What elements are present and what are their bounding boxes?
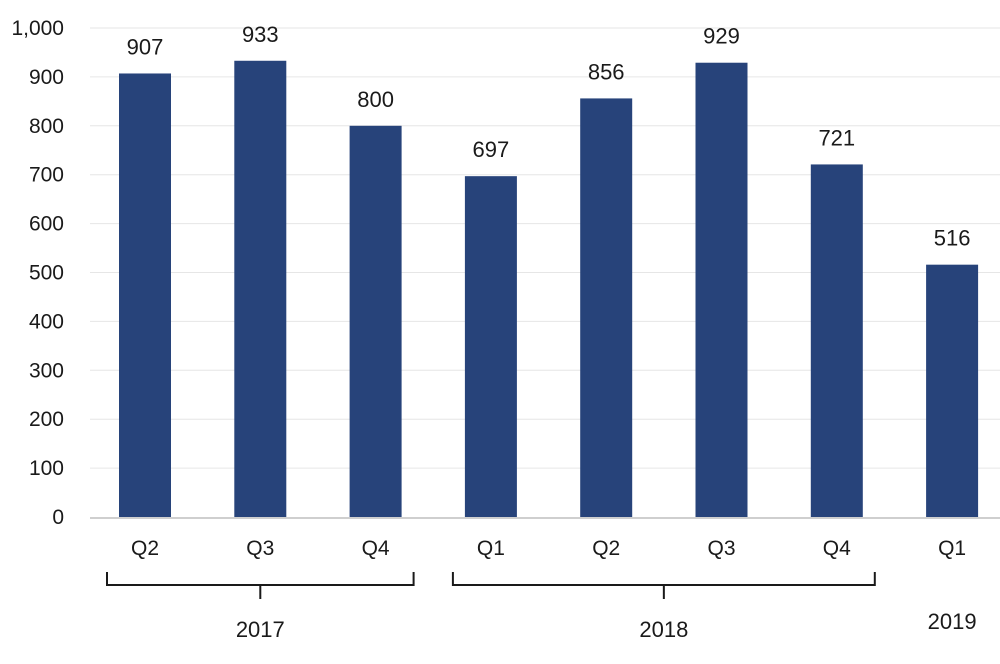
value-label: 697 xyxy=(473,137,510,162)
value-label: 516 xyxy=(934,226,971,251)
bar xyxy=(119,73,171,518)
y-tick-label: 0 xyxy=(52,506,64,529)
y-tick-label: 300 xyxy=(29,359,64,382)
x-tick-label: Q2 xyxy=(592,537,620,560)
bar xyxy=(464,176,517,518)
group-bracket xyxy=(451,572,876,599)
x-tick-label: Q4 xyxy=(823,537,851,560)
bar xyxy=(349,125,402,518)
group-brackets: 2017 2018 2019 xyxy=(106,572,977,642)
value-label: 721 xyxy=(818,125,855,150)
x-tick-label: Q3 xyxy=(246,537,274,560)
bar xyxy=(580,98,633,517)
group-label: 2017 xyxy=(236,617,285,642)
x-tick-label: Q4 xyxy=(362,537,390,560)
x-tick-label: Q1 xyxy=(477,537,505,560)
group-bracket xyxy=(106,572,415,599)
y-tick-label: 800 xyxy=(29,115,64,138)
bars xyxy=(119,60,979,518)
y-tick-label: 200 xyxy=(29,408,64,431)
value-label: 856 xyxy=(588,59,625,84)
bar xyxy=(810,164,863,517)
x-tick-label: Q2 xyxy=(131,537,159,560)
bar xyxy=(926,264,979,517)
bar xyxy=(695,62,748,518)
group-label: 2019 xyxy=(928,609,977,634)
y-tick-label: 700 xyxy=(29,164,64,187)
x-axis: Q2 Q3 Q4 Q1 Q2 Q3 Q4 Q1 xyxy=(90,517,1000,560)
value-label: 800 xyxy=(357,87,394,112)
value-label: 933 xyxy=(242,22,279,47)
value-label: 907 xyxy=(127,34,164,59)
bar xyxy=(234,60,287,517)
y-tick-label: 100 xyxy=(29,457,64,480)
value-labels: 907 933 800 697 856 929 721 516 xyxy=(127,22,971,251)
x-tick-label: Q3 xyxy=(707,537,735,560)
y-tick-label: 900 xyxy=(29,66,64,89)
y-tick-label: 600 xyxy=(29,213,64,236)
y-tick-label: 500 xyxy=(29,262,64,285)
y-axis: 0 100 200 300 400 500 600 700 800 900 1,000 xyxy=(11,17,64,529)
x-tick-label: Q1 xyxy=(938,537,966,560)
y-tick-label: 400 xyxy=(29,310,64,333)
gridlines xyxy=(90,27,1000,469)
value-label: 929 xyxy=(703,24,740,49)
y-tick-label: 1,000 xyxy=(11,17,64,40)
group-label: 2018 xyxy=(639,617,688,642)
